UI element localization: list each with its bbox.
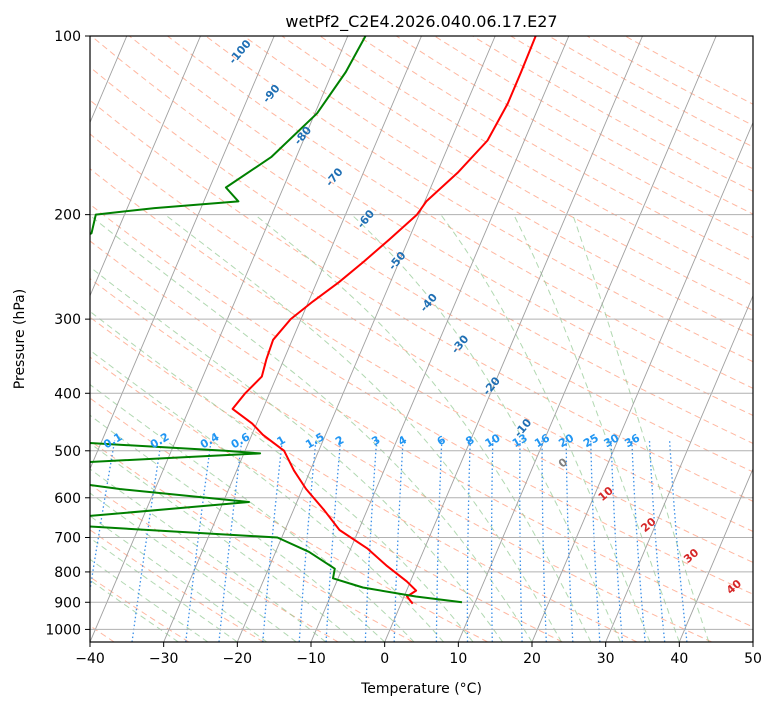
y-tick-label: 1000 xyxy=(45,622,81,638)
x-tick-label: −30 xyxy=(149,651,179,667)
x-tick-label: −10 xyxy=(296,651,326,667)
x-tick-label: 40 xyxy=(670,651,688,667)
chart-title: wetPf2_C2E4.2026.040.06.17.E27 xyxy=(285,12,557,32)
x-tick-label: 20 xyxy=(523,651,541,667)
x-axis-label: Temperature (°C) xyxy=(360,681,482,697)
y-axis-label: Pressure (hPa) xyxy=(12,289,28,389)
x-tick-label: 30 xyxy=(597,651,615,667)
y-tick-label: 800 xyxy=(54,565,81,581)
y-tick-label: 500 xyxy=(54,444,81,460)
y-tick-label: 200 xyxy=(54,208,81,224)
x-tick-label: −40 xyxy=(75,651,105,667)
y-tick-label: 400 xyxy=(54,386,81,402)
x-tick-label: 0 xyxy=(380,651,389,667)
x-tick-label: −20 xyxy=(223,651,253,667)
y-tick-label: 100 xyxy=(54,29,81,45)
x-tick-label: 50 xyxy=(744,651,762,667)
y-tick-label: 600 xyxy=(54,491,81,507)
x-tick-label: 10 xyxy=(449,651,467,667)
y-tick-label: 700 xyxy=(54,531,81,547)
y-tick-label: 300 xyxy=(54,312,81,328)
y-tick-label: 900 xyxy=(54,595,81,611)
